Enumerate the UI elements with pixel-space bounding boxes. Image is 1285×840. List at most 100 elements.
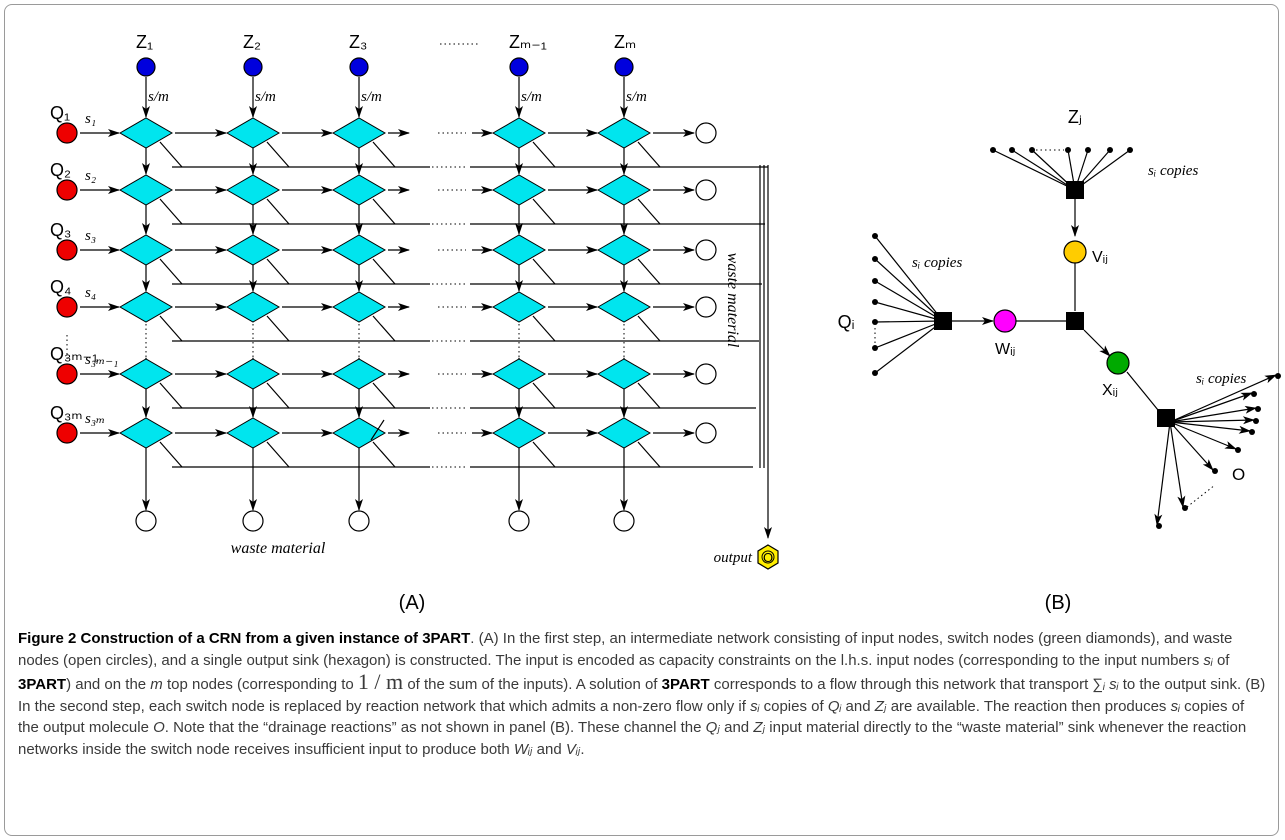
caption-3part: 3PART <box>18 676 67 693</box>
switch-diamond <box>118 117 174 149</box>
panel-a-label: (A) <box>399 592 426 614</box>
molecule-dot <box>872 319 878 325</box>
molecule-dot <box>1156 523 1162 529</box>
z-input-node <box>509 57 529 77</box>
caption-text: of <box>1212 651 1230 669</box>
waste-diagonal <box>266 258 290 285</box>
waste-diagonal <box>266 198 290 225</box>
switch-diamond <box>596 234 652 266</box>
waste-diagonal <box>266 315 290 342</box>
switch-diamond <box>331 358 387 390</box>
reaction-square <box>1066 181 1084 199</box>
flow-label: s/m <box>361 89 382 105</box>
switch-diamond <box>118 174 174 206</box>
waste-diagonal <box>637 441 661 468</box>
output-hexagon <box>757 544 779 570</box>
caption-text: . Note that the “drainage reactions” as … <box>164 719 706 736</box>
z-input-node <box>349 57 369 77</box>
switch-diamond <box>118 358 174 390</box>
output-label: output <box>714 550 753 566</box>
s-label: s₂ <box>85 168 96 184</box>
copies-label: sᵢ copies <box>1148 163 1198 179</box>
z-label: Z₃ <box>349 32 367 52</box>
molecule-dot <box>872 345 878 351</box>
z-input-node <box>614 57 634 77</box>
waste-label-side: waste material <box>724 253 741 348</box>
waste-diagonal <box>372 382 396 409</box>
caption-text: copies of <box>759 697 828 715</box>
caption-qj: Qⱼ <box>705 719 720 736</box>
waste-diagonal <box>532 198 556 225</box>
molecule-dot <box>1127 147 1133 153</box>
caption-text: of the sum of the inputs). A solution of <box>403 676 662 693</box>
panel-a: Z₁ s/m Z₂ s/m Z₃ s/m Zₘ₋₁ s/m Zₘ s/m Q₁ s₁ Q₂ s₂ Q₃ s₃ Q… <box>50 32 779 614</box>
q-input-node <box>56 179 78 201</box>
caption-text: . (A) In the first step, an intermediate… <box>18 630 1233 669</box>
q-label: Q₂ <box>50 160 71 180</box>
waste-node <box>695 239 717 261</box>
z-label: Zₘ <box>614 32 636 52</box>
switch-diamond <box>118 234 174 266</box>
switch-diamond <box>491 291 547 323</box>
fan-edge <box>874 320 944 323</box>
caption-3part: 3PART <box>661 676 710 693</box>
switch-diamond <box>491 234 547 266</box>
caption-zj: Zⱼ <box>753 719 766 736</box>
edge <box>370 419 385 441</box>
molecule-dot <box>872 233 878 239</box>
waste-diagonal <box>637 141 661 168</box>
waste-node <box>348 510 370 532</box>
reaction-square <box>1066 312 1084 330</box>
fan-edge <box>874 320 944 374</box>
waste-diagonal <box>266 141 290 168</box>
waste-diagonal <box>532 141 556 168</box>
s-label: s₃ₘ <box>85 411 105 427</box>
product-arrow <box>1169 421 1186 508</box>
w-label: Wᵢⱼ <box>995 341 1015 358</box>
waste-node <box>242 510 264 532</box>
crn-diagram: Z₁ s/m Z₂ s/m Z₃ s/m Zₘ₋₁ s/m Zₘ s/m Q₁ s₁ Q₂ s₂ Q₃ s₃ Q… <box>50 32 1281 614</box>
figure-frame <box>4 4 1279 836</box>
molecule-dot <box>1085 147 1091 153</box>
reaction-square <box>934 312 952 330</box>
q-input-node <box>56 422 78 444</box>
caption-text: top nodes (corresponding to <box>162 676 358 693</box>
z-label: Z₂ <box>243 32 261 52</box>
switch-diamond <box>225 174 281 206</box>
caption-text: ) and on the <box>66 676 151 693</box>
s-label: s₃ₘ₋₁ <box>85 352 118 368</box>
product-arrow <box>1154 421 1171 526</box>
caption-vij: Vᵢⱼ <box>565 740 581 758</box>
caption-wij: Wᵢⱼ <box>513 740 533 758</box>
waste-node <box>695 363 717 385</box>
caption-si: sᵢ <box>750 697 760 715</box>
caption-text: corresponds to a flow through this netwo… <box>709 676 1104 693</box>
caption-text: to the output sink. (B) In the second st… <box>18 676 1266 715</box>
waste-node <box>695 422 717 444</box>
switch-diamond <box>596 117 652 149</box>
molecule-dot <box>1251 391 1257 397</box>
fan-edge <box>874 301 944 322</box>
flow-label: s/m <box>148 89 169 105</box>
molecule-dot <box>1029 147 1035 153</box>
switch-diamond <box>491 174 547 206</box>
s-label: s₃ <box>85 228 96 244</box>
waste-node <box>695 122 717 144</box>
fan-edge <box>874 258 944 322</box>
q-input-node <box>56 296 78 318</box>
product-arrow <box>1169 421 1214 471</box>
caption-text: and <box>841 697 875 715</box>
waste-diagonal <box>266 441 290 468</box>
q-label: Q₃ <box>50 220 71 240</box>
fan-edge <box>874 320 944 349</box>
flow-label: s/m <box>626 89 647 105</box>
molecule-dot <box>872 256 878 262</box>
waste-diagonal <box>532 315 556 342</box>
molecule-dot <box>872 370 878 376</box>
product-arrow <box>1169 416 1255 425</box>
product-arrow <box>1169 421 1237 450</box>
molecule-dot <box>1275 373 1281 379</box>
switch-diamond <box>118 417 174 449</box>
waste-diagonal <box>159 258 183 285</box>
q-label: Q₃ₘ₋₁ <box>50 344 98 364</box>
